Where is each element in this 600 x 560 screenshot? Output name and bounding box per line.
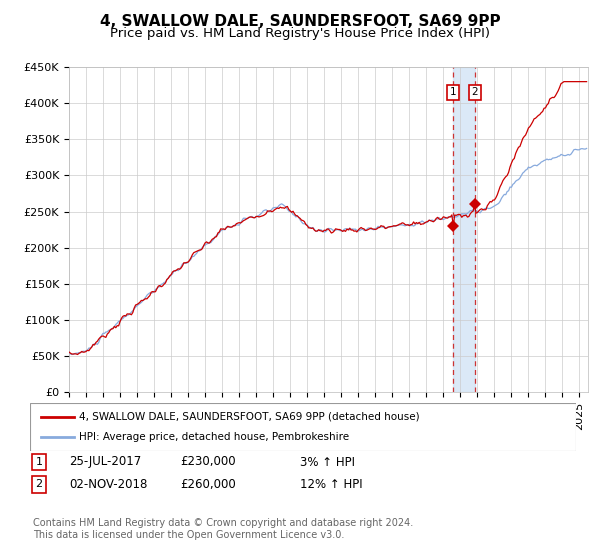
Bar bbox=[453, 67, 475, 392]
Text: 25-JUL-2017: 25-JUL-2017 bbox=[69, 455, 141, 469]
Text: Price paid vs. HM Land Registry's House Price Index (HPI): Price paid vs. HM Land Registry's House … bbox=[110, 27, 490, 40]
Text: HPI: Average price, detached house, Pembrokeshire: HPI: Average price, detached house, Pemb… bbox=[79, 432, 349, 442]
Text: 4, SWALLOW DALE, SAUNDERSFOOT, SA69 9PP: 4, SWALLOW DALE, SAUNDERSFOOT, SA69 9PP bbox=[100, 14, 500, 29]
Text: £230,000: £230,000 bbox=[180, 455, 236, 469]
Text: 2: 2 bbox=[472, 87, 478, 97]
Text: 02-NOV-2018: 02-NOV-2018 bbox=[69, 478, 148, 491]
Text: 2: 2 bbox=[35, 479, 43, 489]
Text: 4, SWALLOW DALE, SAUNDERSFOOT, SA69 9PP (detached house): 4, SWALLOW DALE, SAUNDERSFOOT, SA69 9PP … bbox=[79, 412, 420, 422]
Text: 1: 1 bbox=[35, 457, 43, 467]
Text: 12% ↑ HPI: 12% ↑ HPI bbox=[300, 478, 362, 491]
Text: £260,000: £260,000 bbox=[180, 478, 236, 491]
Text: 3% ↑ HPI: 3% ↑ HPI bbox=[300, 455, 355, 469]
Text: Contains HM Land Registry data © Crown copyright and database right 2024.
This d: Contains HM Land Registry data © Crown c… bbox=[33, 518, 413, 540]
Text: 1: 1 bbox=[449, 87, 456, 97]
